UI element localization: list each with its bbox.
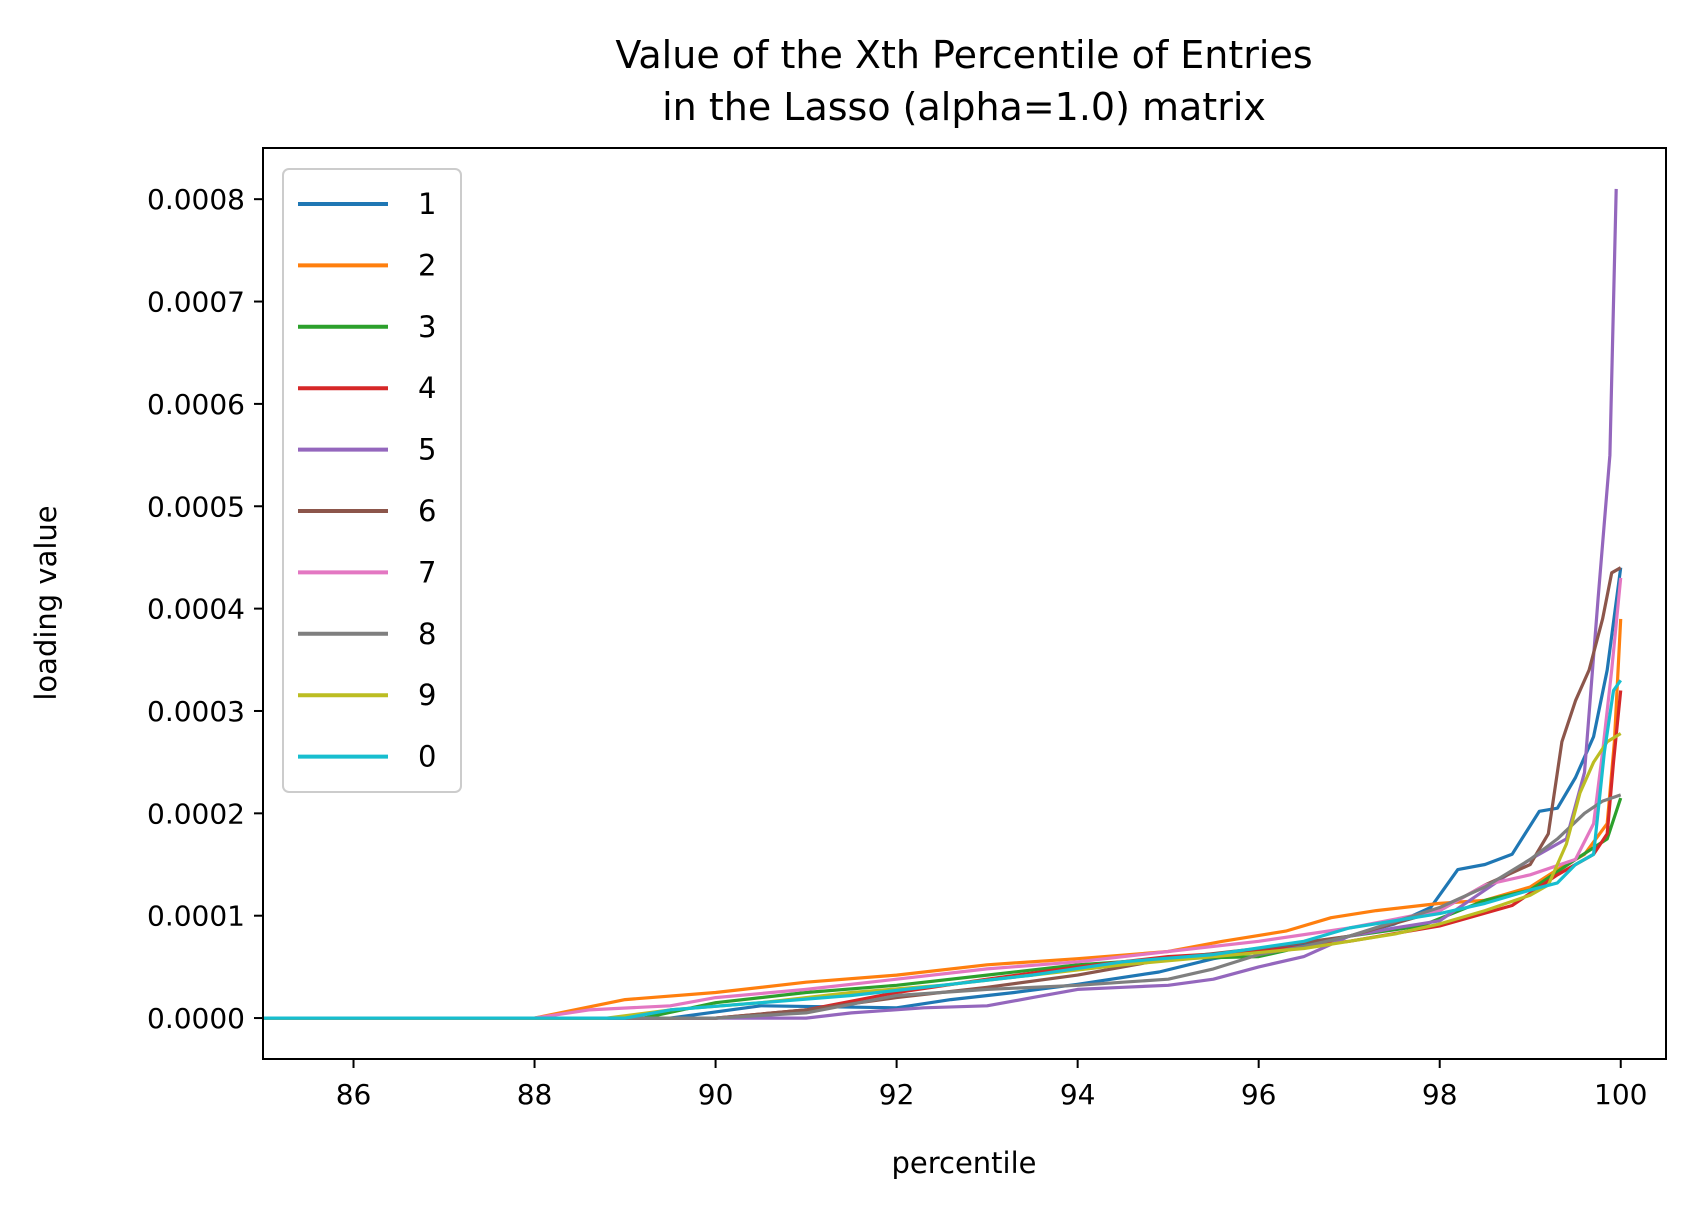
y-tick-label: 0.0005 <box>147 490 245 523</box>
x-tick-label: 100 <box>1594 1078 1647 1111</box>
series-line-0 <box>263 679 1623 1020</box>
series-line-6 <box>263 566 1622 1020</box>
x-axis-label: percentile <box>891 1146 1036 1180</box>
y-tick-label: 0.0006 <box>147 388 245 421</box>
legend-box <box>282 168 462 793</box>
y-axis-label: loading value <box>29 505 63 700</box>
legend-label-8: 8 <box>418 617 436 651</box>
series-line-5 <box>263 188 1618 1020</box>
x-tick-label: 86 <box>336 1078 372 1111</box>
plot-frame <box>262 147 1667 1060</box>
series-line-1 <box>263 567 1623 1020</box>
y-tick-label: 0.0007 <box>147 286 245 319</box>
chart-title-line-2: in the Lasso (alpha=1.0) matrix <box>662 85 1266 129</box>
y-tick-label: 0.0004 <box>147 593 245 626</box>
plot-lines <box>263 188 1623 1020</box>
series-line-7 <box>263 577 1623 1020</box>
x-tick-label: 96 <box>1241 1078 1277 1111</box>
y-tick-label: 0.0001 <box>147 900 245 933</box>
x-axis: 86 88 90 92 94 96 98 100 <box>336 1059 1647 1111</box>
x-tick-label: 90 <box>698 1078 734 1111</box>
y-axis: 0.0000 0.0001 0.0002 0.0003 0.0004 0.0005 0.00… <box>147 183 263 1035</box>
series-line-2 <box>263 618 1623 1020</box>
legend-label-5: 5 <box>418 433 436 467</box>
series-line-8 <box>263 793 1622 1020</box>
legend-label-4: 4 <box>418 371 436 405</box>
legend-label-3: 3 <box>418 310 436 344</box>
x-tick-label: 94 <box>1060 1078 1096 1111</box>
y-tick-label: 0.0002 <box>147 797 245 830</box>
legend-label-7: 7 <box>418 555 436 589</box>
x-tick-label: 92 <box>879 1078 915 1111</box>
y-tick-label: 0.0003 <box>147 695 245 728</box>
legend-label-0: 0 <box>418 740 436 774</box>
legend-label-6: 6 <box>418 494 436 528</box>
legend-label-1: 1 <box>418 187 436 221</box>
legend-label-9: 9 <box>418 678 436 712</box>
legend: 1 2 3 4 5 6 7 8 9 0 <box>282 168 462 793</box>
y-tick-label: 0.0000 <box>147 1002 245 1035</box>
x-tick-label: 88 <box>517 1078 553 1111</box>
x-tick-label: 98 <box>1422 1078 1458 1111</box>
legend-label-2: 2 <box>418 248 436 282</box>
y-tick-label: 0.0008 <box>147 183 245 216</box>
chart-title-line-1: Value of the Xth Percentile of Entries <box>615 33 1312 77</box>
